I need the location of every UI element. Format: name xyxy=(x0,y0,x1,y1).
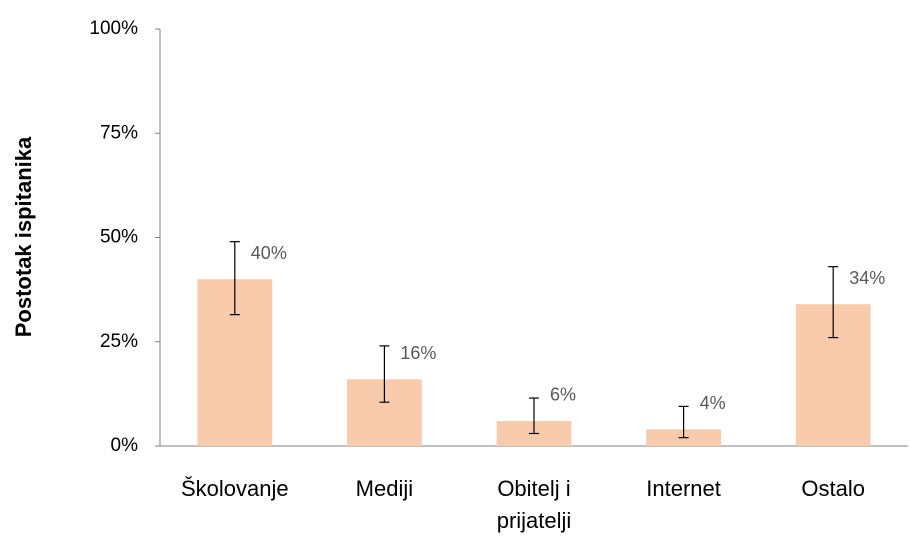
y-axis-title: Postotak ispitanika xyxy=(11,136,36,337)
x-tick-label: Ostalo xyxy=(801,476,865,501)
x-tick-label: Mediji xyxy=(355,476,414,501)
y-tick-label: 75% xyxy=(100,122,138,143)
y-tick-label: 50% xyxy=(100,227,138,248)
value-label: 34% xyxy=(849,268,885,288)
y-tick-label: 100% xyxy=(89,18,138,39)
value-label: 40% xyxy=(251,243,287,263)
y-tick-label: 0% xyxy=(111,435,139,456)
x-tick-label: Školovanje xyxy=(180,476,289,501)
value-label: 6% xyxy=(550,385,576,405)
value-label: 16% xyxy=(400,343,436,363)
x-tick-label: Internet xyxy=(646,476,721,501)
value-label: 4% xyxy=(700,393,726,413)
x-tick-label: Obitelj i prijatelji xyxy=(496,476,572,533)
y-tick-label: 25% xyxy=(100,331,138,352)
